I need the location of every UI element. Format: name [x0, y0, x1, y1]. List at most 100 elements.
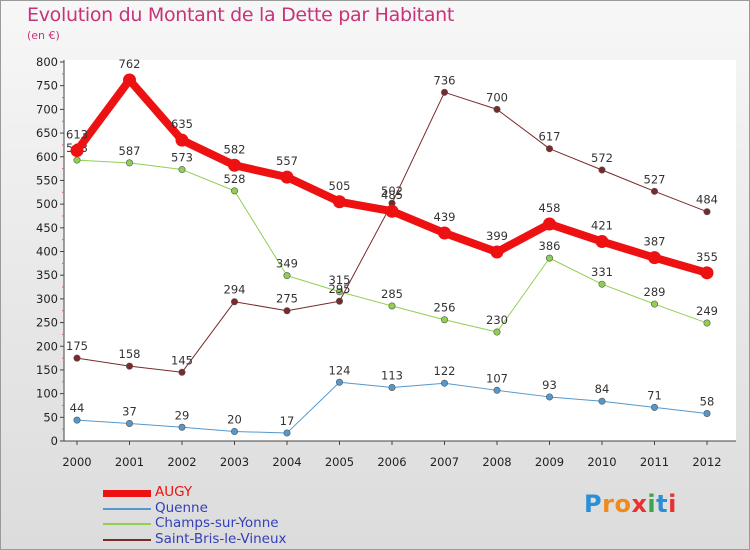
- data-label: 700: [486, 90, 508, 104]
- data-label: 613: [66, 128, 88, 142]
- x-tick-label: 2007: [430, 455, 459, 469]
- data-label: 421: [591, 219, 613, 233]
- data-label: 84: [595, 382, 610, 396]
- data-label: 736: [434, 73, 456, 87]
- data-point: [283, 307, 291, 315]
- data-point: [228, 158, 241, 172]
- data-point: [650, 187, 658, 195]
- data-point: [126, 159, 134, 167]
- data-point: [231, 298, 239, 306]
- data-point: [598, 166, 606, 174]
- logo-letter: t: [656, 490, 669, 518]
- data-point: [178, 423, 186, 431]
- data-point: [598, 280, 606, 288]
- x-tick-label: 2002: [167, 455, 196, 469]
- data-point: [283, 272, 291, 280]
- data-label: 29: [175, 408, 190, 422]
- data-label: 44: [70, 401, 85, 415]
- data-point: [595, 235, 609, 249]
- data-label: 484: [696, 193, 718, 207]
- legend-swatch: [103, 538, 151, 541]
- data-label: 122: [434, 364, 456, 378]
- data-label: 635: [171, 117, 193, 131]
- data-label: 275: [276, 292, 298, 306]
- data-point: [335, 378, 343, 386]
- data-label: 387: [644, 235, 666, 249]
- data-label: 399: [486, 229, 508, 243]
- data-label: 386: [539, 239, 561, 253]
- data-label: 20: [227, 413, 242, 427]
- y-tick-label: 400: [36, 245, 58, 259]
- legend-label: Quenne: [155, 499, 208, 516]
- data-label: 505: [329, 179, 351, 193]
- data-label: 37: [122, 404, 137, 418]
- legend-swatch: [103, 507, 151, 510]
- data-label: 587: [119, 144, 141, 158]
- data-label: 107: [486, 371, 508, 385]
- data-point: [385, 204, 399, 218]
- logo-letter: x: [631, 490, 648, 518]
- data-point: [73, 156, 81, 164]
- proxiti-logo: Proxiti: [584, 490, 677, 518]
- data-label: 572: [591, 151, 613, 165]
- logo-letter: o: [614, 490, 632, 518]
- data-label: 485: [381, 188, 403, 202]
- data-label: 145: [171, 353, 193, 367]
- x-tick-label: 2008: [482, 455, 511, 469]
- data-label: 527: [644, 172, 666, 186]
- data-point: [545, 145, 553, 153]
- data-point: [388, 383, 396, 391]
- y-tick-label: 450: [36, 221, 58, 235]
- data-point: [126, 419, 134, 427]
- y-tick-label: 650: [36, 126, 58, 140]
- data-label: 573: [171, 151, 193, 165]
- data-label: 124: [329, 363, 351, 377]
- data-point: [703, 208, 711, 216]
- series-augy: 613 762 635 582 557 505 485 439 399 458 421 387 355: [66, 57, 718, 280]
- logo-letter: P: [584, 490, 603, 518]
- legend-swatch: [103, 489, 151, 497]
- data-point: [545, 254, 553, 262]
- x-tick-label: 2009: [535, 455, 564, 469]
- data-label: 355: [696, 250, 718, 264]
- data-point: [123, 73, 136, 87]
- series-saint-bris-le-vineux: 175 158 145 294 275 295 502 736 700 617 572 527 484: [66, 73, 718, 376]
- data-label: 349: [276, 257, 298, 271]
- data-label: 71: [647, 388, 662, 402]
- data-label: 295: [329, 282, 351, 296]
- data-label: 502: [381, 184, 403, 198]
- data-point: [650, 300, 658, 308]
- data-label: 93: [542, 378, 557, 392]
- data-point: [283, 429, 291, 437]
- data-point: [388, 302, 396, 310]
- data-point: [438, 226, 451, 240]
- data-point: [280, 170, 294, 184]
- data-point: [178, 368, 186, 376]
- x-tick-label: 2000: [62, 455, 91, 469]
- x-tick-label: 2012: [692, 455, 721, 469]
- data-point: [175, 133, 189, 147]
- y-tick-label: 0: [51, 434, 58, 448]
- x-tick-label: 2003: [220, 455, 249, 469]
- data-label: 17: [280, 414, 295, 428]
- data-point: [73, 416, 81, 424]
- data-point: [440, 316, 448, 324]
- x-tick-label: 2010: [587, 455, 616, 469]
- legend-label: AUGY: [155, 484, 193, 500]
- x-tick-label: 2011: [640, 455, 669, 469]
- data-point: [543, 217, 556, 231]
- data-label: 58: [700, 395, 715, 409]
- chart-subtitle: (en €): [27, 29, 60, 42]
- y-tick-label: 300: [36, 292, 58, 306]
- data-point: [650, 403, 658, 411]
- data-point: [333, 195, 346, 209]
- series-champs-sur-yonne: 593587573528349315285256230386331289249: [66, 141, 718, 336]
- x-tick-label: 2006: [377, 455, 406, 469]
- data-point: [490, 245, 504, 259]
- y-tick-label: 800: [36, 55, 58, 69]
- legend-label: Champs-sur-Yonne: [155, 515, 279, 531]
- series-quenne: 44 37 29 20 17 124 113 122 107 93 84 71 58: [70, 363, 715, 437]
- data-point: [126, 362, 134, 370]
- data-point: [648, 251, 661, 265]
